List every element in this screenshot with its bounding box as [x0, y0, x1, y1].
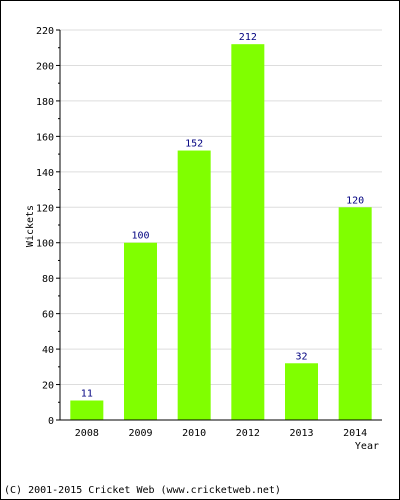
x-tick-label-2012: 2012 — [236, 428, 260, 439]
x-axis-ticks: 2008 2009 2010 2012 2013 2014 — [75, 428, 367, 439]
data-label-2010: 152 — [185, 139, 203, 150]
data-label-2014: 120 — [346, 195, 364, 206]
data-label-2008: 11 — [81, 389, 93, 400]
axes — [59, 30, 382, 421]
grid-lines — [60, 29, 382, 386]
x-tick-label-2010: 2010 — [182, 428, 206, 439]
y-tick-label: 60 — [42, 310, 54, 321]
x-axis-title: Year — [355, 441, 379, 452]
copyright-footer: (C) 2001-2015 Cricket Web (www.cricketwe… — [4, 485, 281, 496]
data-label-2009: 100 — [131, 231, 149, 242]
x-tick-label-2013: 2013 — [289, 428, 313, 439]
bar-2014 — [338, 207, 372, 420]
y-axis-ticks: 0 20 40 60 80 100 120 140 160 180 200 220 — [36, 26, 60, 427]
y-tick-label: 20 — [42, 381, 54, 392]
y-tick-label: 100 — [36, 239, 54, 250]
x-tick-label-2014: 2014 — [343, 428, 367, 439]
x-tick-label-2009: 2009 — [128, 428, 152, 439]
y-tick-label: 0 — [48, 416, 54, 427]
y-tick-label: 80 — [42, 274, 54, 285]
y-tick-label: 220 — [36, 26, 54, 37]
y-tick-label: 40 — [42, 345, 54, 356]
bar-2009 — [124, 242, 157, 420]
y-tick-label: 120 — [36, 203, 54, 214]
y-tick-label: 160 — [36, 132, 54, 143]
bar-2008 — [70, 400, 104, 420]
y-axis-title: Wickets — [25, 205, 36, 247]
y-tick-label: 200 — [36, 61, 54, 72]
bars — [70, 44, 372, 420]
y-tick-label: 180 — [36, 97, 54, 108]
bar-2013 — [285, 363, 318, 420]
data-label-2012: 212 — [239, 32, 257, 43]
bar-2010 — [177, 150, 211, 420]
bar-2012 — [231, 44, 265, 420]
x-tick-label-2008: 2008 — [75, 428, 99, 439]
data-labels: 11 100 152 212 32 120 — [81, 32, 364, 399]
data-label-2013: 32 — [295, 351, 307, 362]
y-tick-label: 140 — [36, 168, 54, 179]
